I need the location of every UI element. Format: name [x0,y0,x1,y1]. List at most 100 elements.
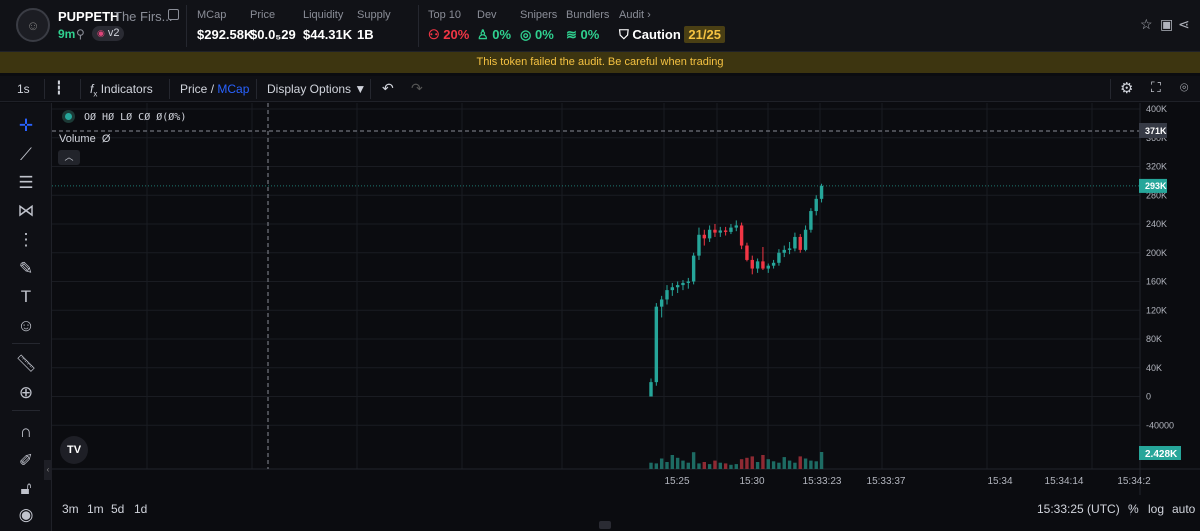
eye-icon[interactable]: ◉ [18,505,34,524]
stat-liquidity: Liquidity $44.31K [303,9,352,42]
token-avatar[interactable]: ☺ [16,8,50,42]
crosshair-price-label: 371K [1145,126,1167,136]
zoom-in-icon[interactable]: ⊕ [18,383,34,402]
stat-value: ◎ 0% [520,27,557,43]
y-tick-label: 160K [1146,277,1167,287]
share-icon[interactable]: ⋖ [1178,16,1190,32]
divider [169,79,170,99]
price-option[interactable]: Price [180,82,208,96]
y-tick-label: 120K [1146,305,1167,315]
volume-bar [659,458,664,469]
divider [418,5,419,47]
ohlc-legend: OØ HØ LØ CØ Ø(Ø%) [65,112,186,123]
divider [370,79,371,99]
collapse-toolbar-icon[interactable]: ‹ [44,460,52,480]
stat-value: $292.58K [197,27,254,42]
stat-label: Liquidity [303,9,344,21]
volume-bar [755,461,760,469]
candle-body [798,236,802,250]
y-tick-label: -40000 [1146,420,1174,430]
token-header: ☺ PUPPETH The Firs... 9m ⚲ ◉ v2 MCap $292… [0,0,1200,52]
interval-button[interactable]: 1s [17,82,30,96]
y-tick-label: 280K [1146,190,1167,200]
brush-tool-icon[interactable]: ✎ [18,259,34,278]
series-dot-icon [65,113,72,120]
range-5d[interactable]: 5d [111,502,125,516]
stat-top10[interactable]: Top 10 ⚇ 20% [428,9,469,43]
divider [1110,79,1111,99]
copy-icon[interactable] [168,9,179,20]
candle-body [761,261,765,269]
candle-body [819,185,824,199]
camera-icon[interactable]: ⌾ [1180,79,1189,95]
ruler-tool-icon[interactable]: 📏︎ [15,354,37,373]
settings-icon[interactable]: ⚙ [1120,80,1134,97]
crosshair-icon: ◎ [520,27,535,42]
indicators-button[interactable]: fx Indicators [90,82,153,99]
x-tick-label: 15:34:14 [1045,476,1084,487]
stat-price: Price $0.0₅29 [250,9,296,42]
volume-bar [761,454,765,469]
auto-toggle[interactable]: auto [1172,502,1196,516]
emoji-tool-icon[interactable]: ☺ [17,316,35,335]
stat-bundlers[interactable]: Bundlers ≋ 0% [566,9,609,43]
search-icon[interactable]: ⚲ [76,27,85,41]
divider [12,343,40,344]
stat-number: 0% [492,27,512,42]
x-tick-label: 15:33:37 [867,476,906,487]
stat-label: Audit › [619,9,725,21]
horizontal-lines-tool-icon[interactable]: ☰ [18,173,34,192]
stat-snipers[interactable]: Snipers ◎ 0% [520,9,557,43]
resize-handle[interactable] [599,521,611,529]
pill-icon: ◉ [97,28,105,38]
text-tool-icon[interactable]: T [20,287,32,306]
y-tick-label: 40K [1146,363,1162,373]
candle-body [745,245,749,260]
magnet-icon[interactable]: ∩ [19,422,33,441]
candle-body [814,198,818,212]
range-1d[interactable]: 1d [134,502,148,516]
price-chart[interactable]: 400K360K320K280K240K200K160K120K80K40K0-… [52,103,1200,531]
volume-bar [782,457,786,469]
stat-audit[interactable]: Audit › ⛉ Caution 21/25 [619,9,725,43]
volume-bar [675,457,680,469]
volume-bar [745,457,749,469]
candles-icon[interactable]: ┇ [55,80,63,95]
mcap-option[interactable]: MCap [217,82,250,96]
audit-status: Caution [632,27,681,42]
lock-pencil-icon[interactable]: ✐ [18,451,34,470]
candle-body [729,227,733,232]
collapse-legend-button[interactable]: ︿ [58,150,80,165]
display-options-button[interactable]: Display Options ▼ [267,82,366,96]
y-tick-label: 200K [1146,248,1167,258]
undo-icon[interactable]: ↶ [382,80,394,96]
utc-clock[interactable]: 15:33:25 (UTC) [1037,502,1120,516]
lock-icon[interactable]: 🔓︎ [20,479,32,498]
image-icon[interactable]: ▣ [1160,16,1174,32]
stat-number: 20% [443,27,470,42]
log-toggle[interactable]: log [1148,502,1165,516]
star-icon[interactable]: ☆ [1140,16,1153,32]
trendline-tool-icon[interactable]: ⟋ [20,145,32,164]
fullscreen-icon[interactable]: ⛶ [1151,79,1161,95]
y-tick-label: 320K [1146,162,1167,172]
volume-bar [707,464,712,469]
volume-bar [766,459,770,469]
stat-dev[interactable]: Dev ♙ 0% [477,9,511,43]
indicators-label: Indicators [100,82,153,96]
fib-tool-icon[interactable]: ⋮ [17,230,35,249]
ohlc-values: OØ HØ LØ CØ Ø(Ø%) [84,112,187,123]
audit-value: ⛉ Caution 21/25 [619,26,725,43]
volume-label: Volume [59,133,96,145]
tradingview-logo[interactable]: TV [60,436,88,464]
price-mcap-toggle[interactable]: Price / MCap [180,82,249,96]
volume-bar [734,464,738,469]
percent-toggle[interactable]: % [1128,502,1139,516]
range-1m[interactable]: 1m [87,502,104,516]
candle-body [697,234,701,256]
divider [186,5,187,47]
redo-icon[interactable]: ↷ [411,80,423,96]
crosshair-tool-icon[interactable]: ✛ [18,116,34,135]
range-3m[interactable]: 3m [62,502,79,516]
pattern-tool-icon[interactable]: ⋈ [17,201,35,220]
